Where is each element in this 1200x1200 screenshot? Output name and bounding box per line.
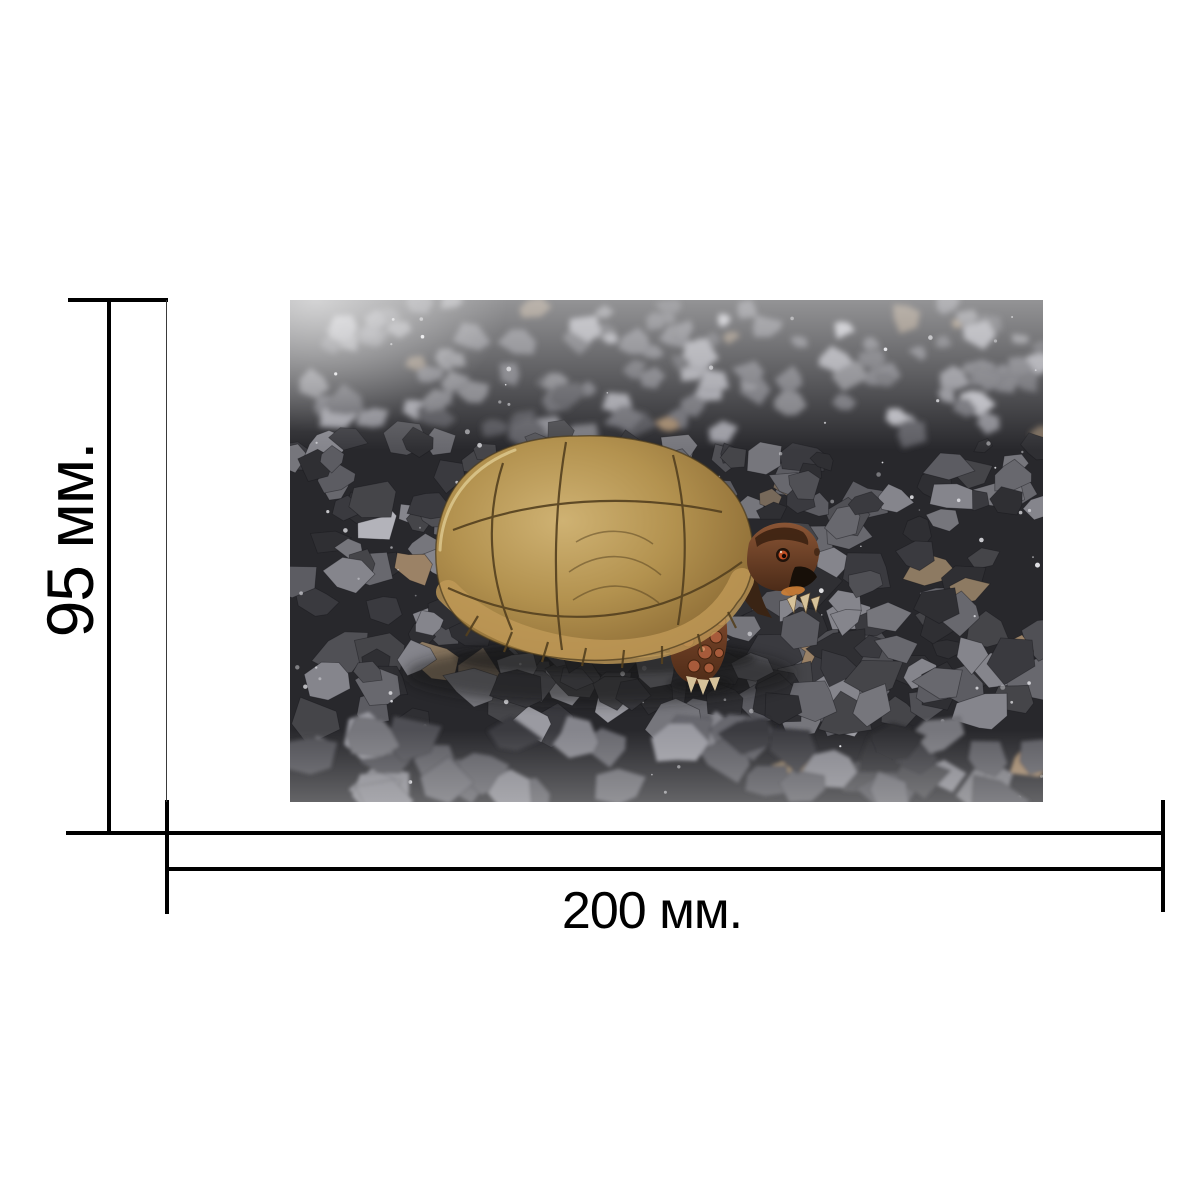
width-dimension-right-tick — [1161, 800, 1165, 912]
leg-claws — [686, 676, 720, 695]
shell-scute-seams — [447, 441, 743, 669]
snout — [814, 548, 820, 556]
far-leg-claws — [786, 592, 821, 615]
turtle-shell — [435, 435, 754, 669]
turtle-head — [747, 522, 821, 615]
height-dimension-top-tick — [68, 298, 168, 302]
shell-rim-light — [438, 448, 517, 552]
turtle-photo-svg — [290, 300, 1043, 802]
width-dimension-line — [165, 867, 1165, 871]
shell-growth-rings — [568, 530, 662, 604]
turtle-eye — [776, 548, 790, 562]
width-dimension-left-tick — [165, 800, 169, 914]
shell-marginal-band — [436, 568, 754, 665]
head-crown — [755, 527, 809, 547]
turtle-illustration — [435, 435, 821, 695]
jaw-accent — [781, 586, 805, 596]
width-dimension-label: 200 мм. — [561, 882, 743, 940]
height-dimension-label: 95 мм. — [33, 442, 107, 638]
turtle-photo — [290, 300, 1043, 802]
bottom-light-overlay — [290, 730, 1043, 802]
height-dimension-bottom-tick — [66, 831, 1165, 835]
beak — [789, 566, 817, 589]
height-dimension-line — [107, 298, 111, 835]
extension-line — [166, 300, 167, 802]
